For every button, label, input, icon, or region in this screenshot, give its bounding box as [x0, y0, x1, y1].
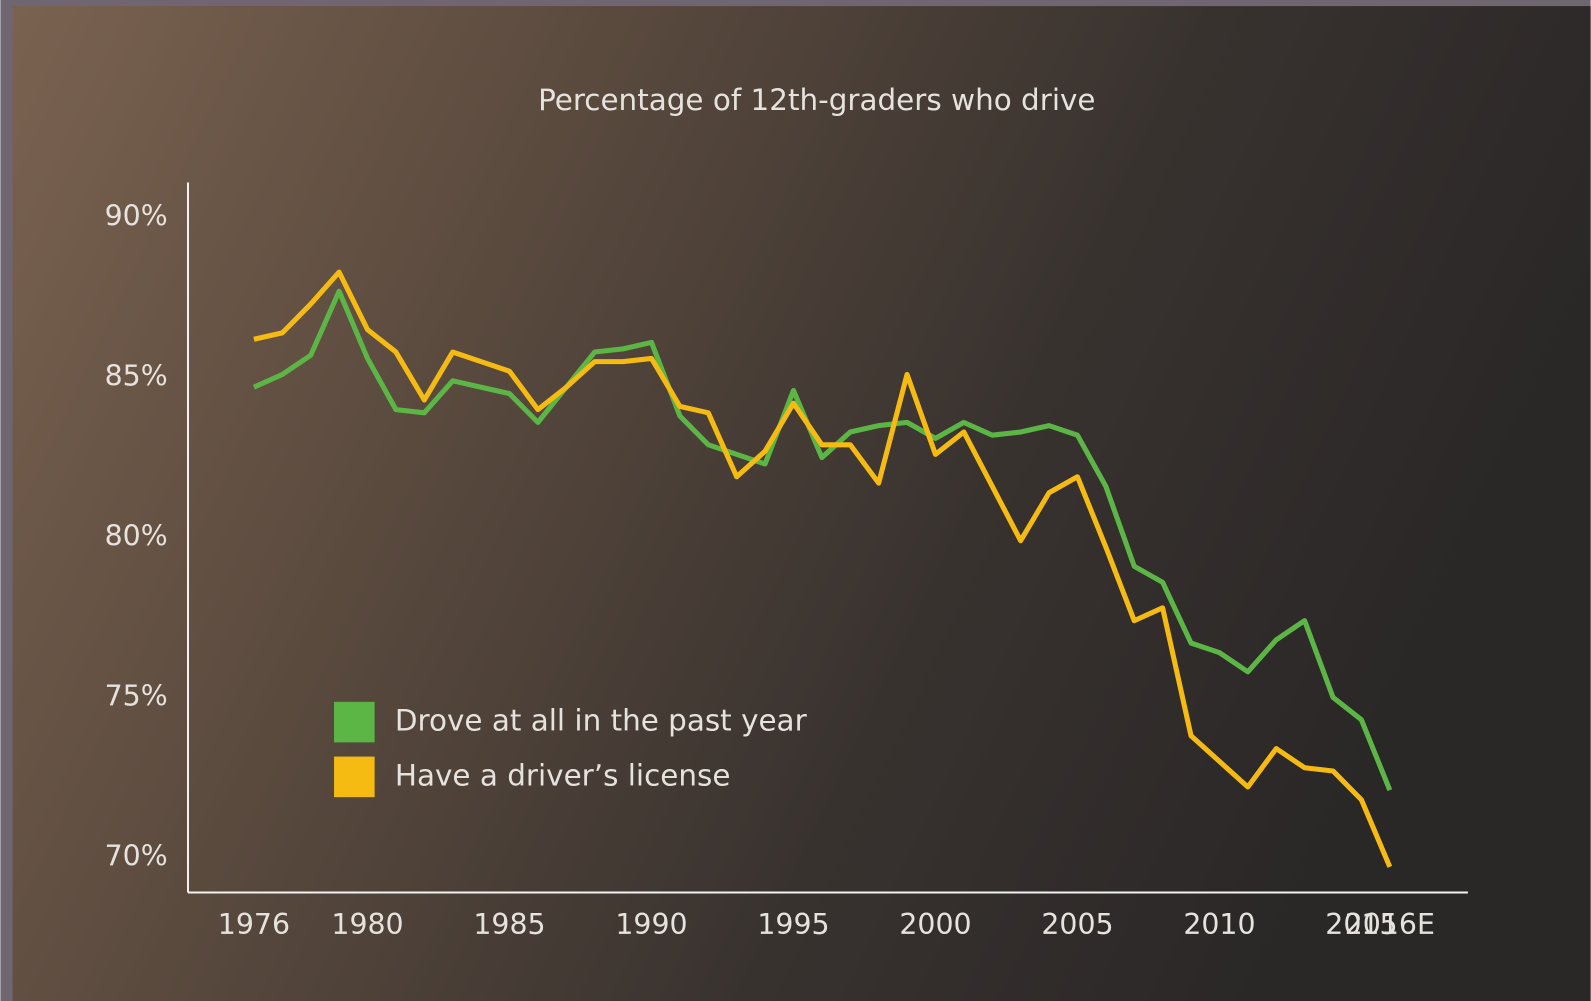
y-tick-label: 70% — [105, 839, 168, 872]
x-tick-label: 2005 — [1041, 908, 1113, 941]
x-tick-label: 1980 — [331, 908, 403, 941]
series-line — [252, 288, 1393, 792]
x-tick-label: 1990 — [615, 908, 687, 941]
series-line — [253, 269, 1393, 868]
legend-swatch — [334, 756, 375, 798]
x-tick-label: 1976 — [218, 908, 290, 941]
x-tick-label: 2016E — [1345, 908, 1435, 941]
legend-label: Drove at all in the past year — [395, 704, 808, 738]
y-tick-label: 90% — [105, 200, 168, 233]
y-tick-label: 85% — [105, 360, 168, 393]
x-tick-label: 2000 — [899, 908, 971, 941]
legend-label: Have a driver’s license — [395, 758, 731, 792]
x-tick-label: 1995 — [757, 908, 829, 941]
y-tick-label: 80% — [105, 520, 168, 553]
background — [12, 6, 1591, 1001]
chart-title: Percentage of 12th-graders who drive — [538, 83, 1095, 117]
y-tick-label: 75% — [105, 679, 168, 712]
x-tick-label: 2010 — [1183, 908, 1255, 941]
legend-swatch — [334, 701, 375, 743]
x-tick-label: 2015 — [1325, 908, 1397, 941]
x-tick-label: 1985 — [473, 908, 545, 941]
